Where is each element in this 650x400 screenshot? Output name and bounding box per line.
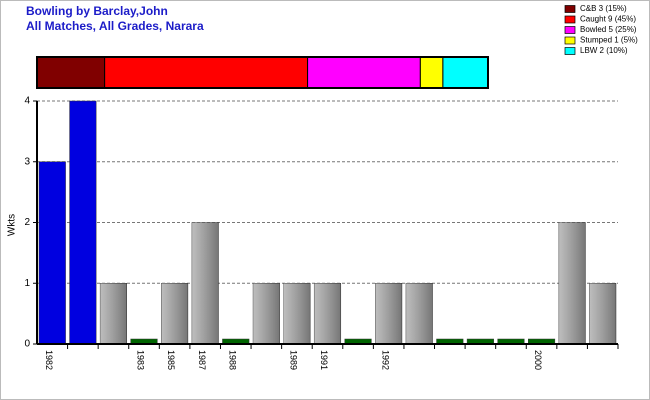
chart-title: Bowling by Barclay,John: [26, 4, 168, 18]
segment: [104, 56, 309, 89]
legend-label: Bowled 5 (25%): [580, 25, 637, 34]
legend-swatch: [564, 15, 576, 24]
x-tick-label: 1985: [166, 350, 176, 370]
y-axis-label: Wkts: [7, 214, 18, 236]
legend-swatch: [564, 26, 576, 34]
bar-shade: [375, 283, 402, 344]
bar-shade: [253, 283, 280, 344]
legend-label: Caught 9 (45%): [580, 15, 636, 24]
y-tick-label: 2: [24, 217, 30, 228]
bar-shade: [161, 283, 188, 344]
segment: [36, 56, 106, 89]
x-tick-label: 1983: [136, 350, 146, 370]
bar: [69, 100, 97, 345]
bar-shade: [100, 283, 127, 344]
chart-subtitle: All Matches, All Grades, Narara: [26, 19, 204, 33]
segment: [307, 56, 421, 89]
x-tick-label: 1992: [380, 350, 390, 370]
y-tick-label: 0: [24, 339, 30, 350]
bar-shade: [558, 222, 586, 344]
y-tick-label: 4: [24, 96, 30, 107]
y-tick-label: 3: [24, 156, 30, 167]
legend-label: C&B 3 (15%): [580, 4, 627, 13]
bar-shade: [589, 283, 616, 344]
segment-border: [36, 56, 489, 89]
x-tick-label: 1982: [44, 350, 54, 370]
legend-label: Stumped 1 (5%): [580, 36, 638, 45]
x-tick-label: 1988: [227, 350, 237, 370]
legend-swatch: [564, 47, 576, 55]
legend-label: LBW 2 (10%): [580, 46, 628, 55]
legend-swatch: [564, 5, 576, 13]
bar-shade: [405, 283, 433, 344]
x-tick-label: 1989: [289, 350, 299, 370]
x-tick-label: 1991: [319, 350, 329, 370]
legend-swatch: [564, 36, 576, 45]
segment: [419, 56, 444, 89]
segment: [442, 56, 489, 89]
x-tick-label: 1987: [197, 350, 207, 370]
bar-shade: [283, 283, 311, 344]
bar-shade: [314, 283, 341, 344]
y-tick-label: 1: [24, 278, 30, 289]
x-tick-label: 2000: [533, 350, 543, 370]
bar: [38, 161, 66, 345]
bar-shade: [191, 222, 219, 344]
